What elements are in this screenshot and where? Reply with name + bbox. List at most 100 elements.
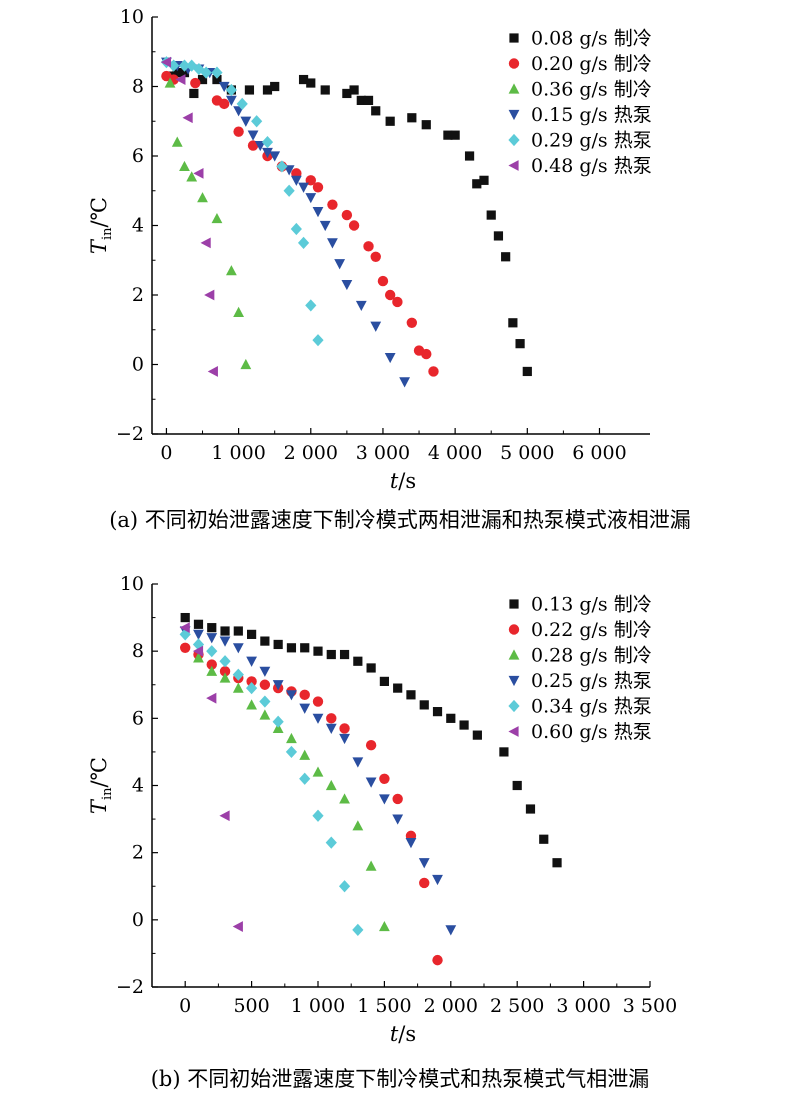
- data-point: [179, 622, 190, 634]
- chart-b: −2 0 2 4 6 8 10 0 500 1 000 1 500 2 000 2 500 3 000 3 …: [87, 573, 677, 1046]
- data-point: [472, 179, 482, 189]
- data-point: [339, 723, 350, 734]
- x-tick-label: 0: [179, 995, 191, 1017]
- data-point: [285, 745, 298, 759]
- data-point: [272, 715, 284, 728]
- data-point: [262, 85, 273, 95]
- data-point: [232, 643, 244, 654]
- y-tick-label: 10: [120, 6, 144, 28]
- data-point: [225, 95, 237, 106]
- data-point: [352, 820, 364, 831]
- data-point: [180, 642, 191, 654]
- data-point: [327, 199, 338, 210]
- data-point: [204, 289, 215, 301]
- data-point: [240, 358, 252, 370]
- x-tick-label: 6 000: [572, 442, 626, 464]
- data-point: [219, 636, 231, 647]
- data-point: [432, 707, 443, 717]
- data-point: [219, 666, 231, 677]
- legend-label: 0.34 g/s 热泵: [531, 696, 652, 718]
- y-tick-label: 0: [132, 909, 144, 931]
- data-point: [233, 126, 244, 137]
- data-point: [370, 251, 381, 262]
- data-point: [355, 300, 367, 312]
- data-point: [219, 655, 231, 668]
- data-point: [459, 720, 469, 730]
- data-point: [246, 682, 258, 695]
- data-point: [236, 97, 248, 110]
- data-point: [392, 793, 403, 805]
- data-point: [348, 220, 360, 231]
- data-point: [233, 306, 245, 317]
- data-point: [189, 88, 199, 99]
- data-point: [552, 858, 562, 868]
- data-point: [299, 749, 311, 760]
- legend-label: 0.15 g/s 热泵: [531, 104, 652, 126]
- data-point: [206, 659, 217, 670]
- legend-label: 0.13 g/s 制冷: [531, 594, 652, 616]
- data-point: [297, 236, 310, 249]
- x-tick-label: 3 000: [356, 442, 410, 464]
- legend-marker: [508, 133, 520, 147]
- data-point: [218, 98, 230, 110]
- data-point: [327, 238, 338, 249]
- data-point: [443, 130, 453, 140]
- data-point: [160, 56, 172, 68]
- data-point: [339, 649, 350, 660]
- data-point: [272, 680, 284, 691]
- x-tick-label: 4 000: [428, 442, 482, 464]
- data-point: [306, 78, 316, 88]
- x-tick-label: 1 000: [211, 442, 265, 464]
- data-point: [259, 679, 271, 690]
- y-tick-label: 8: [132, 640, 144, 662]
- legend: 0.08 g/s 制冷 0.20 g/s 制冷 0.36 g/s 制冷 0.15 g/…: [508, 28, 652, 177]
- data-point: [445, 925, 457, 936]
- data-point: [353, 656, 363, 666]
- data-point: [312, 334, 324, 347]
- legend-label: 0.48 g/s 热泵: [531, 155, 652, 177]
- y-tick-label: 4: [132, 775, 144, 797]
- data-point: [479, 175, 489, 185]
- data-point: [349, 85, 359, 95]
- data-point: [259, 666, 271, 677]
- data-point: [218, 81, 230, 93]
- data-point: [193, 63, 205, 76]
- data-point: [232, 921, 243, 932]
- data-point: [269, 151, 281, 162]
- data-point: [326, 649, 336, 660]
- data-point: [168, 59, 180, 72]
- data-point: [305, 193, 317, 204]
- data-point: [384, 352, 396, 364]
- series-4-points: [160, 56, 324, 347]
- data-point: [379, 794, 390, 805]
- y-tick-label: 6: [132, 707, 144, 729]
- legend-marker: [509, 599, 519, 609]
- y-tick-label: 2: [132, 842, 144, 864]
- data-point: [392, 296, 403, 308]
- data-point: [313, 646, 323, 656]
- data-point: [525, 804, 536, 814]
- series-3-points: [179, 626, 457, 936]
- y-tick-label: 6: [132, 145, 144, 167]
- data-point: [299, 703, 311, 714]
- data-point: [365, 777, 377, 788]
- data-point: [341, 279, 353, 291]
- legend-marker: [508, 83, 520, 94]
- data-point: [182, 112, 193, 124]
- data-point: [499, 747, 509, 757]
- data-point: [450, 130, 460, 140]
- data-point: [283, 165, 295, 176]
- data-point: [446, 713, 456, 723]
- data-point: [365, 860, 377, 871]
- data-point: [247, 629, 257, 639]
- data-point: [370, 321, 382, 332]
- data-point: [325, 836, 337, 849]
- x-axis-label: t/s: [390, 1022, 416, 1046]
- data-point: [326, 713, 337, 724]
- data-point: [334, 259, 346, 270]
- data-point: [172, 68, 182, 78]
- legend-label: 0.29 g/s 热泵: [531, 130, 652, 152]
- x-tick-label: 3 500: [623, 995, 677, 1017]
- data-point: [247, 130, 259, 141]
- chart-panel-b: −2 0 2 4 6 8 10 0 500 1 000 1 500 2 000 2 500 3 000 3 …: [0, 547, 800, 1094]
